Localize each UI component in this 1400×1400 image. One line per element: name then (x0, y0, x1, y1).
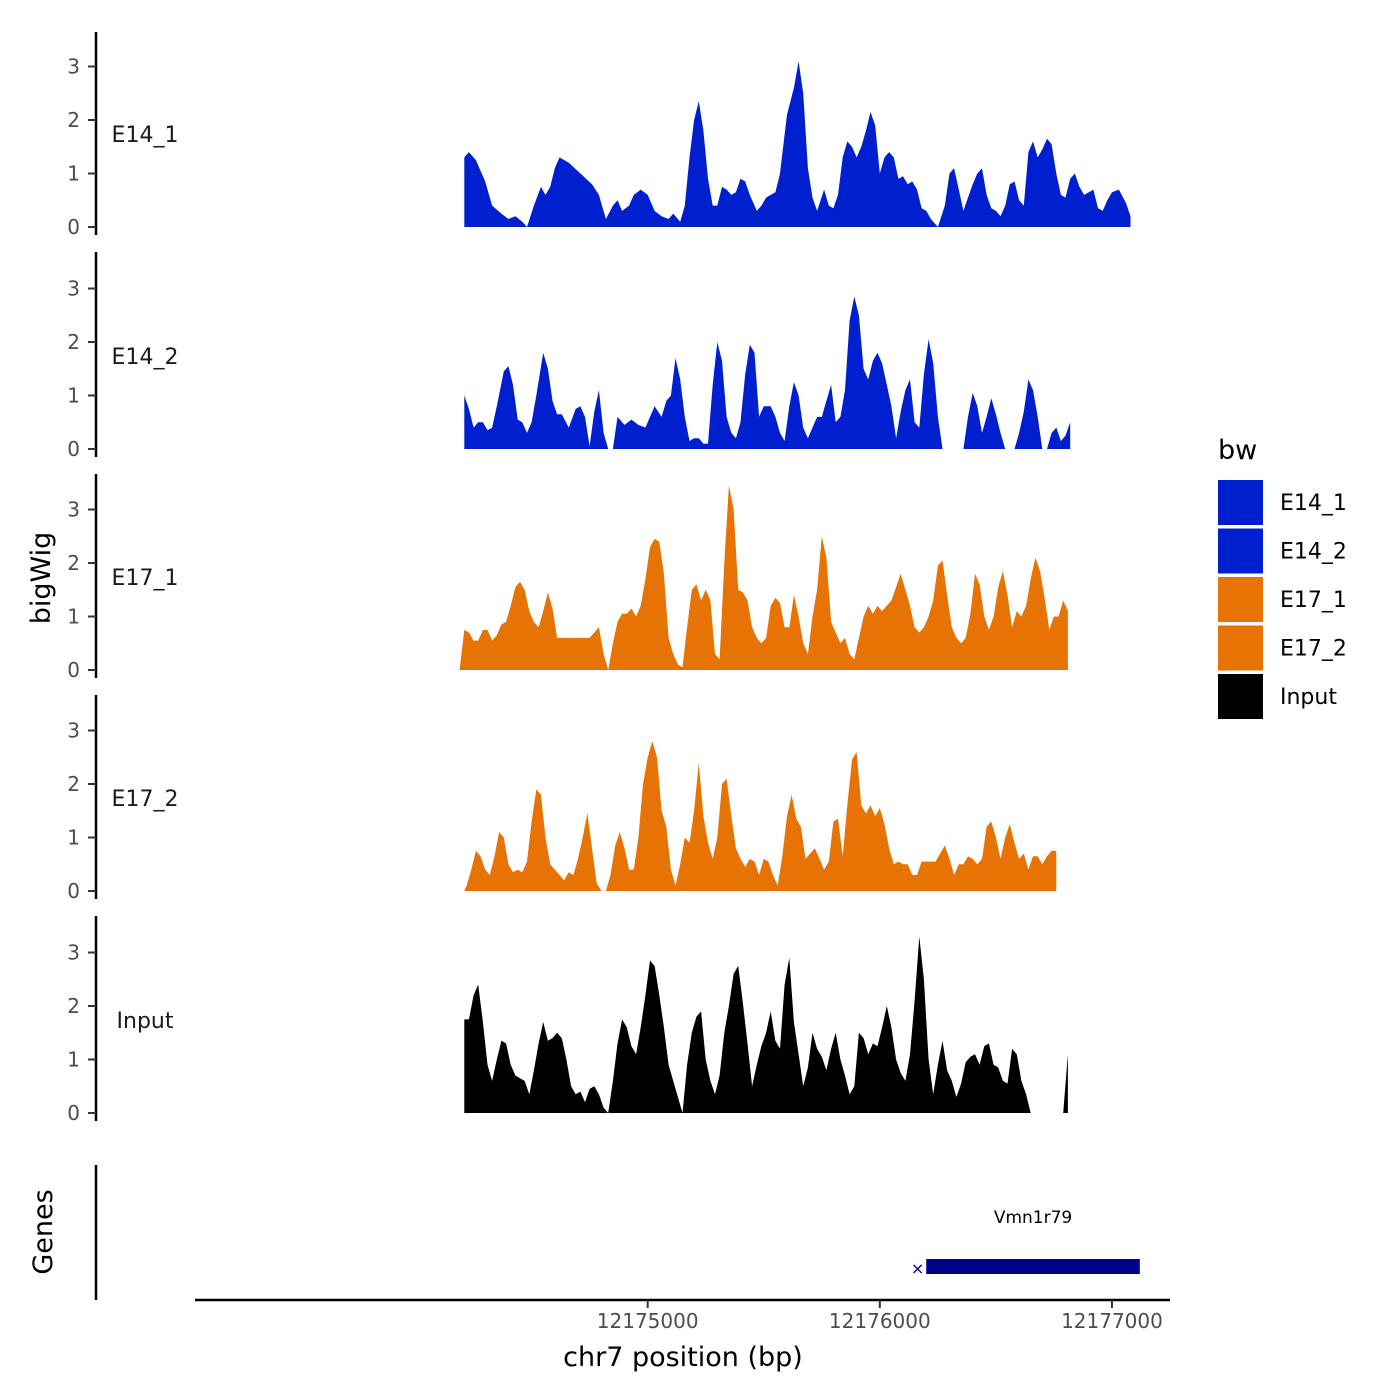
y-tick-label: 2 (67, 994, 80, 1018)
legend-swatch (1218, 528, 1263, 574)
y-tick-label: 0 (67, 658, 80, 682)
y-tick-label: 0 (67, 215, 80, 239)
y-tick-label: 3 (67, 719, 80, 743)
track-label: E17_1 (112, 566, 179, 591)
legend-label: Input (1280, 685, 1337, 710)
track-label: E14_1 (112, 123, 179, 148)
y-tick-label: 2 (67, 551, 80, 575)
genes-panel: Genes × Vmn1r79 (28, 1165, 1140, 1300)
legend: bw E14_1 E14_2 E17_1 E17_2 Input (1218, 435, 1347, 719)
coverage-area-E17_2 (464, 741, 1057, 891)
y-tick-label: 2 (67, 108, 80, 132)
strand-arrow-icon: × (911, 1259, 924, 1278)
y-tick-label: 1 (67, 1048, 80, 1072)
track-panel-Input: 0 1 2 3 Input (67, 916, 1068, 1125)
track-panel-E17_1: 0 1 2 3 E17_1 (67, 474, 1068, 682)
y-tick-label: 3 (67, 498, 80, 522)
legend-swatch (1218, 674, 1263, 719)
legend-label: E17_2 (1280, 637, 1347, 662)
x-tick-label: 12177000 (1061, 1309, 1163, 1333)
legend-swatch (1218, 577, 1263, 622)
y-tick-label: 3 (67, 941, 80, 965)
y-tick-label: 2 (67, 330, 80, 354)
x-tick-label: 12175000 (597, 1309, 699, 1333)
y-tick-label: 1 (67, 605, 80, 629)
track-panel-E14_2: 0 1 2 3 E14_2 (67, 252, 1071, 461)
track-label: Input (117, 1009, 174, 1034)
x-tick-label: 12176000 (829, 1309, 931, 1333)
coverage-area-E14_1 (464, 61, 1131, 228)
y-tick-label: 0 (67, 1101, 80, 1125)
coverage-area-Input (464, 936, 1068, 1113)
track-label: E17_2 (112, 787, 179, 812)
legend-title: bw (1218, 435, 1257, 466)
track-label: E14_2 (112, 345, 179, 370)
genes-track-label: Genes (28, 1189, 59, 1274)
coverage-area-E17_1 (459, 485, 1068, 670)
y-tick-label: 3 (67, 55, 80, 79)
legend-label: E14_1 (1280, 491, 1347, 516)
y-tick-label: 0 (67, 879, 80, 903)
track-panel-E14_1: 0 1 2 3 E14_1 (67, 32, 1131, 239)
panels: 0 1 2 3 E14_1 0 1 2 3 E14_2 0 1 2 3 E17_1 0 1 2 3 E17_2 0 1 2 3… (67, 32, 1131, 1125)
x-axis-title: chr7 position (bp) (563, 1342, 803, 1373)
track-panel-E17_2: 0 1 2 3 E17_2 (67, 695, 1057, 903)
gene-name-label: Vmn1r79 (994, 1208, 1072, 1228)
legend-label: E14_2 (1280, 540, 1347, 565)
y-axis-title: bigWig (26, 532, 57, 625)
y-tick-label: 0 (67, 437, 80, 461)
legend-swatch (1218, 480, 1263, 525)
legend-swatch (1218, 625, 1263, 671)
y-tick-label: 1 (67, 826, 80, 850)
x-axis: 12175000 12176000 12177000 chr7 position (… (195, 1298, 1170, 1373)
y-tick-label: 1 (67, 162, 80, 186)
y-tick-label: 2 (67, 772, 80, 796)
coverage-area-E14_2 (464, 296, 1071, 449)
gene-body (926, 1259, 1140, 1274)
y-tick-label: 3 (67, 277, 80, 301)
y-tick-label: 1 (67, 384, 80, 408)
legend-label: E17_1 (1280, 588, 1347, 613)
